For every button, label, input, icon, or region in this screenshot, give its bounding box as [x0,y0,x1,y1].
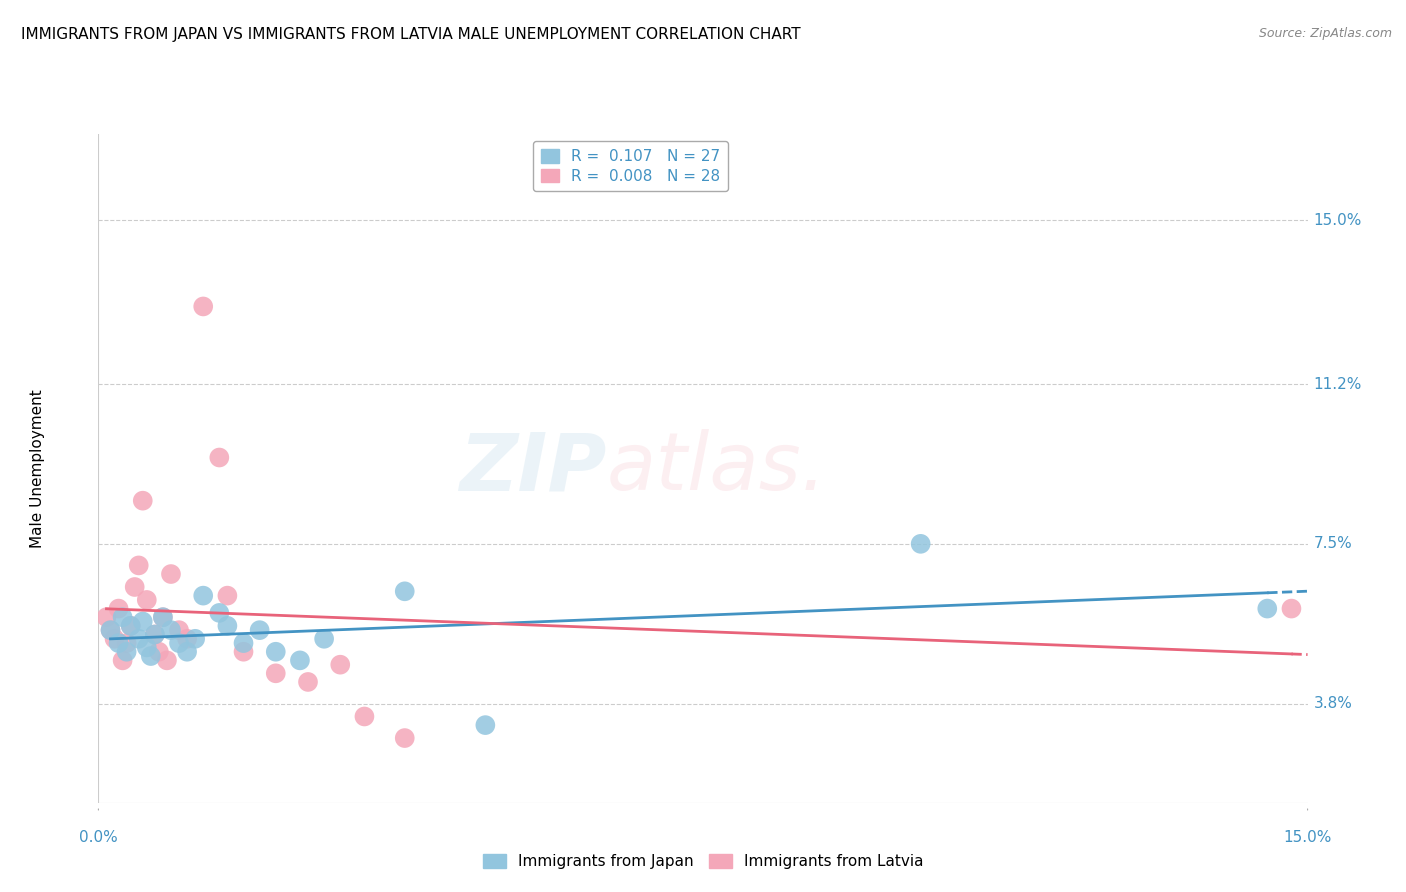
Legend: Immigrants from Japan, Immigrants from Latvia: Immigrants from Japan, Immigrants from L… [477,848,929,875]
Point [217,619,239,633]
Text: IMMIGRANTS FROM JAPAN VS IMMIGRANTS FROM LATVIA MALE UNEMPLOYMENT CORRELATION CH: IMMIGRANTS FROM JAPAN VS IMMIGRANTS FROM… [21,27,800,42]
Point [120,619,142,633]
Point [394,731,416,745]
Point [152,610,174,624]
Point [143,627,166,641]
Point [167,636,190,650]
Point [910,537,932,551]
Point [152,610,174,624]
Point [128,632,150,646]
Point [314,632,336,646]
Point [111,653,134,667]
Point [143,627,166,641]
Text: 3.8%: 3.8% [1313,696,1353,711]
Text: 15.0%: 15.0% [1284,830,1331,845]
Point [1281,601,1303,615]
Point [329,657,352,672]
Point [160,623,183,637]
Point [394,584,416,599]
Point [100,623,122,637]
Point [249,623,271,637]
Text: Source: ZipAtlas.com: Source: ZipAtlas.com [1258,27,1392,40]
Text: ZIP: ZIP [458,429,606,508]
Point [176,645,198,659]
Point [264,666,287,681]
Text: atlas.: atlas. [606,429,827,508]
Point [96,610,118,624]
Point [148,645,170,659]
Point [160,567,183,582]
Point [217,589,239,603]
Point [167,623,190,637]
Text: 7.5%: 7.5% [1313,536,1353,551]
Point [1256,601,1278,615]
Text: 11.2%: 11.2% [1313,376,1362,392]
Point [107,601,129,615]
Point [111,610,134,624]
Point [353,709,375,723]
Point [288,653,311,667]
Point [128,558,150,573]
Point [132,615,155,629]
Point [297,675,319,690]
Point [103,632,125,646]
Point [124,580,146,594]
Point [135,593,157,607]
Point [193,589,215,603]
Point [232,645,254,659]
Point [264,645,287,659]
Point [474,718,496,732]
Point [184,632,207,646]
Point [115,645,138,659]
Point [100,623,122,637]
Point [208,606,231,620]
Point [135,640,157,655]
Point [208,450,231,465]
Point [139,648,162,663]
Point [120,619,142,633]
Text: 15.0%: 15.0% [1313,212,1362,227]
Point [193,300,215,314]
Point [107,636,129,650]
Point [176,632,198,646]
Point [232,636,254,650]
Point [132,493,155,508]
Text: 0.0%: 0.0% [79,830,118,845]
Point [156,653,179,667]
Text: Male Unemployment: Male Unemployment [31,389,45,548]
Point [115,636,138,650]
